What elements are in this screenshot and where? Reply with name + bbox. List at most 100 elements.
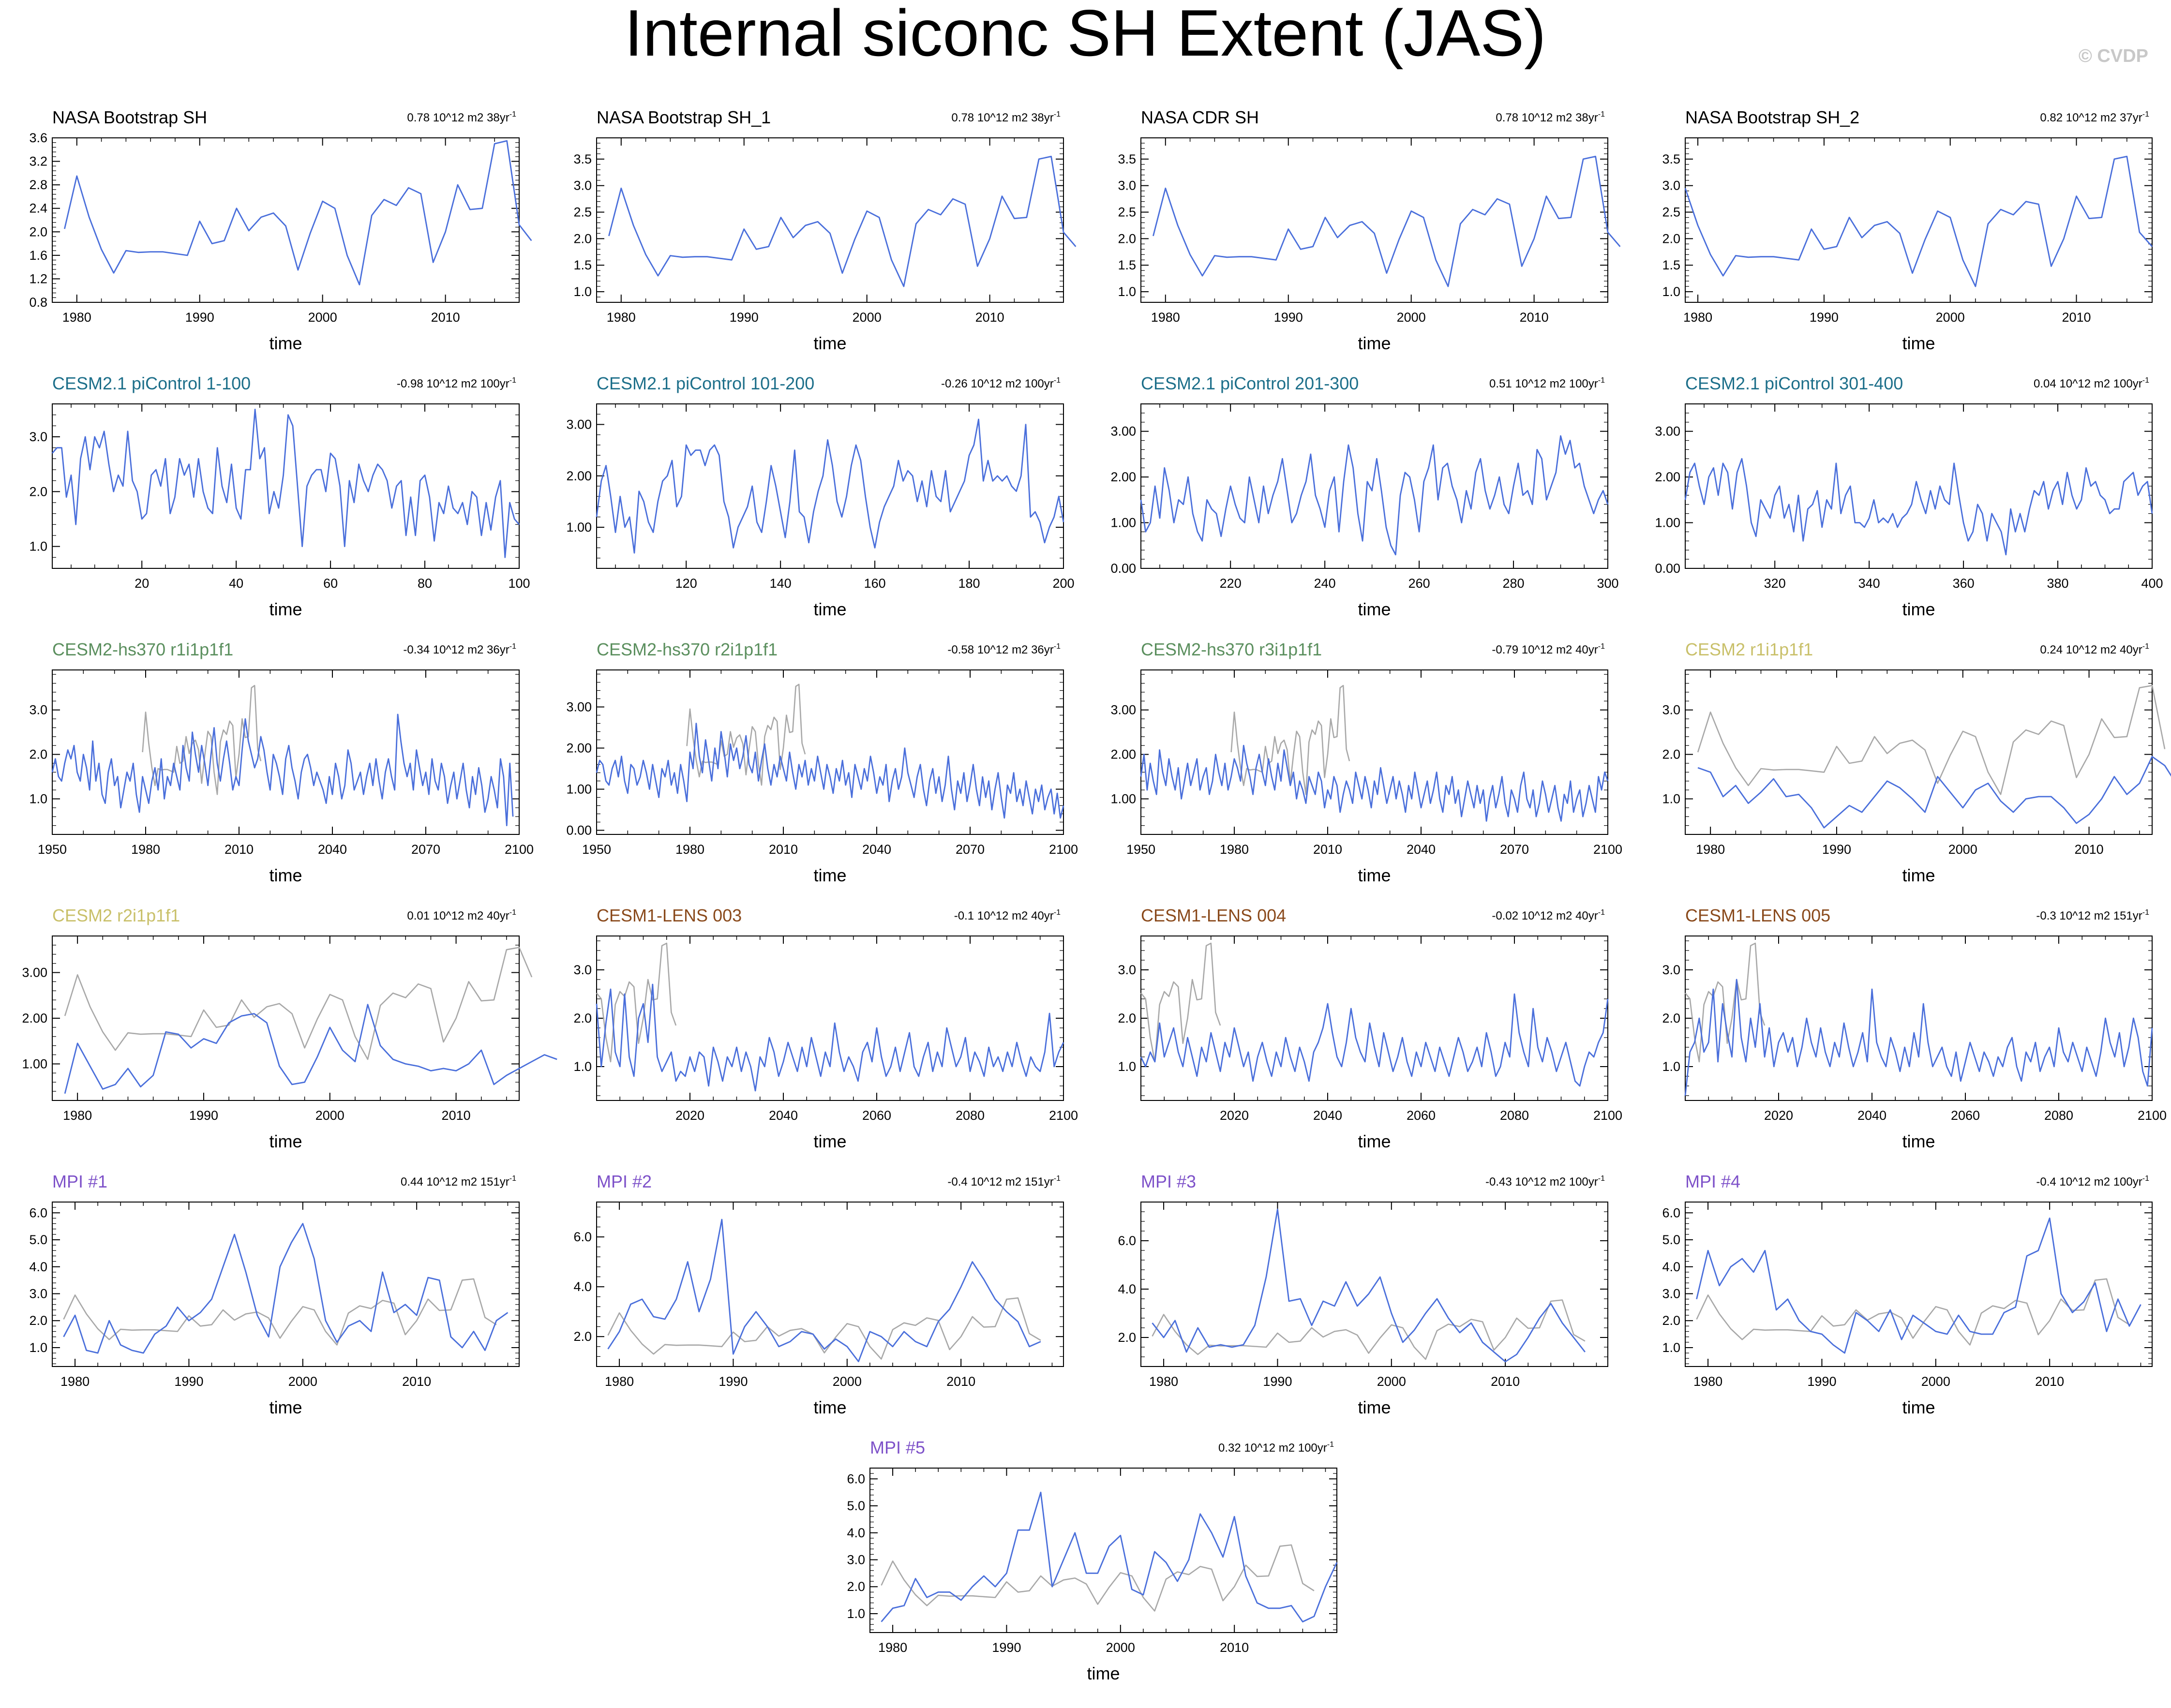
x-tick-label: 2000	[1921, 1374, 1950, 1389]
model-series-line	[881, 1491, 1338, 1623]
x-tick-label: 2010	[1220, 1640, 1249, 1655]
x-axis-label: time	[269, 865, 302, 885]
x-tick-label: 2040	[318, 842, 347, 857]
y-tick-label: 3.0	[847, 1553, 865, 1567]
x-tick-label: 2010	[225, 842, 254, 857]
y-tick-label: 1.00	[566, 782, 592, 797]
panel: CESM2-hs370 r1i1p1f1 -0.34 10^12 m2 36yr-…	[29, 639, 534, 885]
y-tick-label: 4.0	[847, 1526, 865, 1540]
panel-title: CESM2.1 piControl 101-200	[597, 373, 814, 393]
panel-title: MPI #3	[1141, 1172, 1196, 1191]
y-tick-label: 2.4	[29, 201, 47, 216]
y-tick-label: 1.0	[1662, 1340, 1680, 1355]
x-tick-label: 2040	[769, 1108, 798, 1123]
panel-title: NASA Bootstrap SH_1	[597, 107, 771, 127]
trend-label: 0.78 10^12 m2 38yr-1	[951, 110, 1061, 124]
x-tick-label: 200	[1052, 576, 1074, 591]
x-tick-label: 2000	[833, 1374, 862, 1389]
x-tick-label: 1950	[582, 842, 611, 857]
x-tick-label: 1990	[992, 1640, 1021, 1655]
panel: CESM2.1 piControl 101-200 -0.26 10^12 m2 …	[566, 373, 1074, 619]
y-tick-label: 1.00	[566, 520, 592, 535]
x-tick-label: 2010	[2075, 842, 2104, 857]
y-tick-label: 3.0	[573, 178, 592, 193]
x-axis-label: time	[813, 1131, 846, 1151]
trend-label: -0.43 10^12 m2 100yr-1	[1485, 1174, 1605, 1188]
model-series-line	[64, 1004, 557, 1094]
y-tick-label: 1.6	[29, 248, 47, 263]
x-tick-label: 1990	[1810, 310, 1839, 325]
y-tick-label: 3.0	[1118, 178, 1136, 193]
x-axis-label: time	[1358, 599, 1391, 619]
obs-series-line	[686, 683, 806, 786]
model-series-line	[1697, 756, 2171, 829]
panel: CESM1-LENS 005 -0.3 10^12 m2 151yr-1 2020 2…	[1662, 906, 2167, 1151]
x-tick-label: 2040	[1313, 1108, 1342, 1123]
panel: NASA Bootstrap SH_1 0.78 10^12 m2 38yr-1 1…	[573, 107, 1077, 353]
y-tick-label: 3.00	[1110, 424, 1136, 439]
plot-frame	[1140, 137, 1608, 303]
y-tick-label: 2.0	[29, 484, 47, 499]
trend-label: 0.01 10^12 m2 40yr-1	[407, 908, 516, 922]
x-tick-label: 1980	[62, 310, 91, 325]
plot-frame	[1685, 1202, 2153, 1367]
x-tick-label: 2000	[1948, 842, 1977, 857]
y-tick-label: 3.00	[1110, 703, 1136, 717]
x-tick-label: 1980	[1696, 842, 1725, 857]
y-tick-label: 4.0	[1118, 1282, 1136, 1296]
panel-grid: NASA Bootstrap SH 0.78 10^12 m2 38yr-1 198…	[22, 107, 2171, 1683]
x-tick-label: 1950	[1126, 842, 1155, 857]
panel-title: CESM1-LENS 004	[1141, 906, 1286, 925]
y-tick-label: 3.6	[29, 131, 47, 145]
x-tick-label: 1990	[1274, 310, 1303, 325]
panel-title: CESM2.1 piControl 301-400	[1685, 373, 1903, 393]
model-series-line	[596, 983, 1064, 1092]
y-tick-label: 1.00	[1110, 791, 1136, 806]
y-tick-label: 2.0	[29, 224, 47, 239]
x-tick-label: 1990	[185, 310, 214, 325]
x-axis-label: time	[813, 333, 846, 353]
y-tick-label: 1.5	[1118, 258, 1136, 272]
x-tick-label: 2070	[1500, 842, 1529, 857]
model-series-line	[51, 408, 520, 558]
y-tick-label: 1.0	[29, 539, 47, 554]
y-tick-label: 6.0	[1662, 1205, 1680, 1220]
x-tick-label: 160	[864, 576, 886, 591]
x-tick-label: 1980	[1151, 310, 1180, 325]
trend-label: -0.1 10^12 m2 40yr-1	[954, 908, 1061, 922]
x-tick-label: 1980	[878, 1640, 907, 1655]
x-tick-label: 120	[675, 576, 697, 591]
x-axis-label: time	[1358, 865, 1391, 885]
x-tick-label: 2020	[1220, 1108, 1249, 1123]
x-axis-label: time	[269, 599, 302, 619]
trend-label: -0.58 10^12 m2 36yr-1	[947, 642, 1061, 656]
y-tick-label: 0.8	[29, 295, 47, 310]
panel-title: CESM1-LENS 003	[597, 906, 742, 925]
y-tick-label: 2.0	[573, 1329, 592, 1344]
model-series-line	[64, 140, 532, 285]
x-tick-label: 1990	[174, 1374, 203, 1389]
trend-label: 0.44 10^12 m2 151yr-1	[401, 1174, 516, 1188]
y-tick-label: 0.00	[1655, 561, 1680, 576]
y-tick-label: 5.0	[29, 1233, 47, 1247]
x-tick-label: 2000	[1106, 1640, 1135, 1655]
y-tick-label: 2.0	[1662, 1313, 1680, 1328]
model-series-line	[1684, 155, 2153, 287]
y-tick-label: 3.00	[566, 417, 592, 432]
x-tick-label: 2010	[1491, 1374, 1520, 1389]
panel: CESM1-LENS 003 -0.1 10^12 m2 40yr-1 2020 20…	[573, 906, 1078, 1151]
y-tick-label: 2.0	[1118, 1330, 1136, 1345]
panel-title: CESM2 r1i1p1f1	[1685, 639, 1813, 659]
x-axis-label: time	[269, 1397, 302, 1417]
model-series-line	[1140, 744, 1609, 822]
x-tick-label: 2060	[1407, 1108, 1436, 1123]
x-tick-label: 2000	[1397, 310, 1426, 325]
panel: NASA CDR SH 0.78 10^12 m2 38yr-1 1980 1990 2…	[1118, 107, 1621, 353]
x-tick-label: 140	[770, 576, 792, 591]
x-tick-label: 1980	[60, 1374, 90, 1389]
y-tick-label: 6.0	[573, 1230, 592, 1244]
y-tick-label: 1.0	[29, 1340, 47, 1355]
x-tick-label: 2010	[975, 310, 1004, 325]
x-tick-label: 2010	[442, 1108, 471, 1123]
x-tick-label: 2040	[862, 842, 891, 857]
